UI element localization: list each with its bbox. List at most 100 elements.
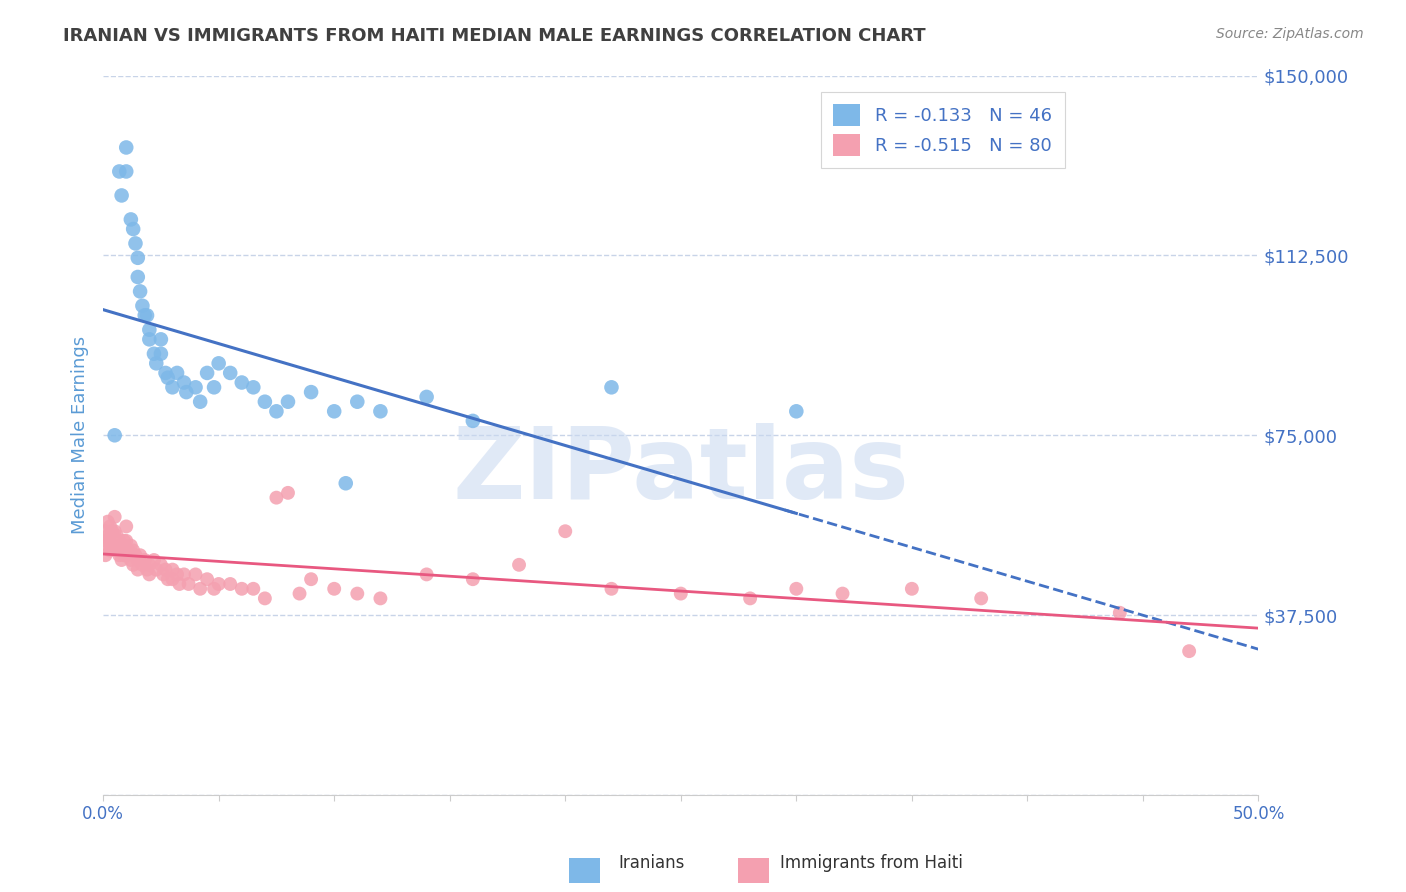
Point [101, 524, 124, 539]
Point [143, 347, 166, 361]
Point [266, 404, 288, 418]
Point [415, 567, 437, 582]
Point [253, 591, 276, 606]
Point [124, 236, 146, 251]
Text: Immigrants from Haiti: Immigrants from Haiti [780, 855, 963, 872]
Point [162, 563, 184, 577]
Point [299, 572, 322, 586]
Point [101, 539, 124, 553]
Point [104, 428, 127, 442]
Point [669, 586, 692, 600]
Point [136, 563, 159, 577]
Point [195, 366, 218, 380]
Point [346, 586, 368, 600]
Point [208, 356, 231, 370]
Point [231, 582, 253, 596]
Point [156, 370, 179, 384]
Point [177, 577, 200, 591]
Point [152, 567, 174, 582]
Text: IRANIAN VS IMMIGRANTS FROM HAITI MEDIAN MALE EARNINGS CORRELATION CHART: IRANIAN VS IMMIGRANTS FROM HAITI MEDIAN … [63, 27, 927, 45]
Point [162, 572, 184, 586]
Point [112, 533, 135, 548]
Point [97, 539, 120, 553]
Point [115, 140, 138, 154]
Point [299, 385, 322, 400]
Point [145, 563, 167, 577]
Point [127, 563, 149, 577]
Point [131, 558, 153, 572]
Point [785, 582, 807, 596]
Point [288, 586, 311, 600]
Point [138, 567, 160, 582]
Point [98, 533, 121, 548]
Point [138, 558, 160, 572]
Point [115, 548, 138, 562]
Point [110, 553, 132, 567]
Legend: R = -0.133   N = 46, R = -0.515   N = 80: R = -0.133 N = 46, R = -0.515 N = 80 [821, 92, 1064, 169]
Point [120, 212, 142, 227]
Text: ZIPatlas: ZIPatlas [453, 423, 910, 520]
Point [117, 543, 139, 558]
Point [149, 347, 172, 361]
Point [108, 533, 131, 548]
Point [155, 563, 177, 577]
Point [242, 380, 264, 394]
Point [173, 567, 195, 582]
Point [901, 582, 924, 596]
Point [740, 591, 762, 606]
Point [104, 539, 127, 553]
Point [1108, 606, 1130, 620]
Point [115, 533, 138, 548]
Text: Source: ZipAtlas.com: Source: ZipAtlas.com [1216, 27, 1364, 41]
Point [129, 285, 152, 299]
Point [253, 394, 276, 409]
Point [127, 553, 149, 567]
Point [277, 486, 299, 500]
Point [323, 404, 346, 418]
Point [156, 572, 179, 586]
Point [155, 366, 177, 380]
Point [184, 380, 207, 394]
Point [120, 539, 142, 553]
Point [202, 582, 225, 596]
Point [370, 591, 392, 606]
Point [127, 251, 149, 265]
Point [219, 577, 242, 591]
Point [122, 543, 145, 558]
Point [115, 519, 138, 533]
Point [94, 533, 117, 548]
Point [112, 548, 135, 562]
Point [108, 548, 131, 562]
Point [127, 270, 149, 285]
Point [124, 548, 146, 562]
Point [134, 553, 156, 567]
Point [145, 356, 167, 370]
Point [184, 567, 207, 582]
Point [122, 222, 145, 236]
Point [461, 572, 484, 586]
Point [785, 404, 807, 418]
Point [105, 543, 128, 558]
Point [105, 529, 128, 543]
Point [94, 548, 117, 562]
Point [97, 529, 120, 543]
Point [166, 567, 188, 582]
Point [346, 394, 368, 409]
Point [131, 299, 153, 313]
Point [108, 164, 131, 178]
Point [104, 524, 127, 539]
Point [600, 582, 623, 596]
Point [176, 385, 198, 400]
Y-axis label: Median Male Earnings: Median Male Earnings [72, 336, 89, 534]
Point [195, 572, 218, 586]
Point [208, 577, 231, 591]
Point [335, 476, 357, 491]
Point [242, 582, 264, 596]
Point [323, 582, 346, 596]
Point [554, 524, 576, 539]
Point [970, 591, 993, 606]
Point [162, 380, 184, 394]
Point [98, 543, 121, 558]
Point [110, 539, 132, 553]
Point [98, 519, 121, 533]
